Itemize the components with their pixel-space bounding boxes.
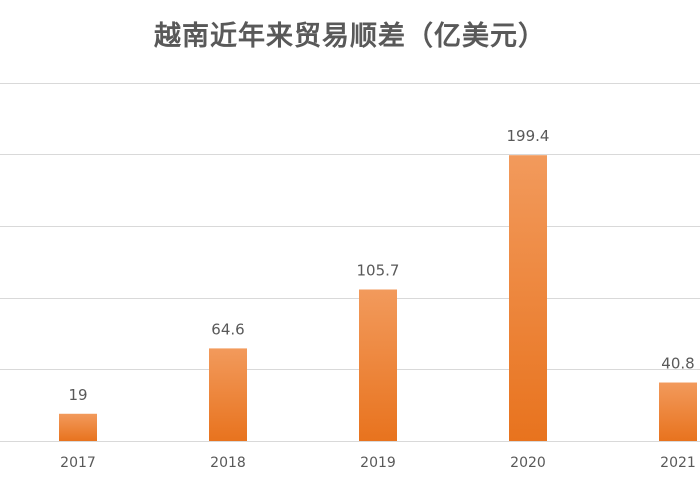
x-tick-label-2020: 2020 (510, 455, 546, 471)
bar-2019 (359, 289, 397, 441)
bars (59, 155, 697, 441)
x-tick-label-2021: 2021 (660, 455, 696, 471)
data-label-2018: 64.6 (211, 320, 244, 338)
bar-2017 (59, 413, 97, 441)
bar-2020 (509, 155, 547, 441)
x-tick-labels: 2017 2018 2019 2020 2021 (60, 455, 696, 471)
data-label-2021: 40.8 (661, 355, 694, 373)
x-tick-label-2017: 2017 (60, 455, 96, 471)
chart-title: 越南近年来贸易顺差（亿美元） (154, 21, 546, 52)
data-label-2020: 199.4 (507, 127, 550, 145)
data-labels: 19 64.6 105.7 199.4 40.8 (68, 127, 694, 404)
data-label-2019: 105.7 (357, 262, 400, 280)
x-tick-label-2019: 2019 (360, 455, 396, 471)
gridlines (0, 83, 700, 442)
x-tick-label-2018: 2018 (210, 455, 246, 471)
bar-2021 (659, 382, 697, 441)
bar-2018 (209, 348, 247, 441)
data-label-2017: 19 (68, 386, 87, 404)
